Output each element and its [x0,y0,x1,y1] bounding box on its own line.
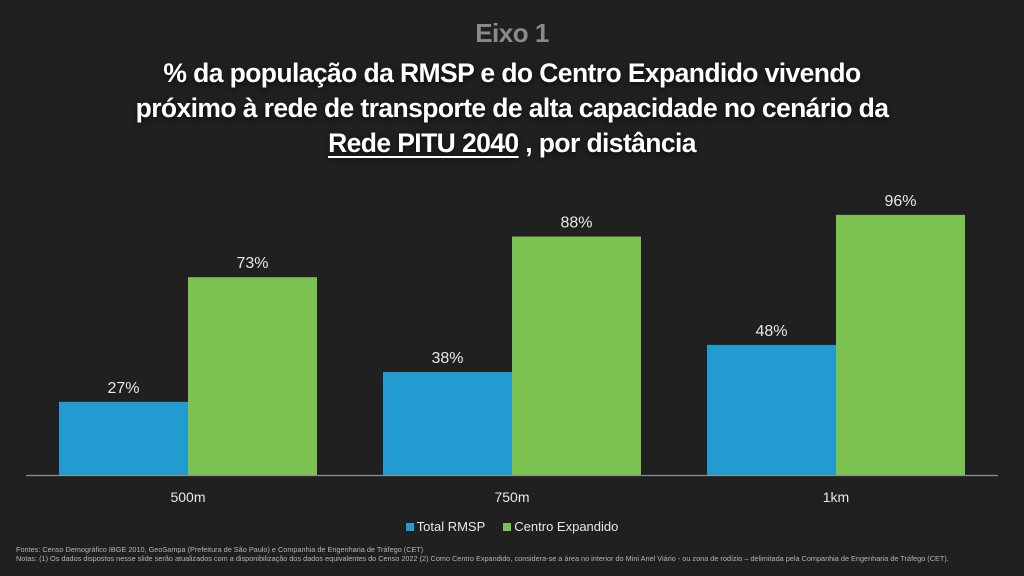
section-eyebrow: Eixo 1 [475,18,549,48]
page-title: % da população da RMSP e do Centro Expan… [40,56,984,161]
bar-total-rmsp-500m [59,401,188,475]
data-label-total-rmsp-750m: 38% [431,350,463,367]
x-tick-label-1km: 1km [823,489,849,505]
legend-swatch-total-rmsp [405,522,414,531]
bar-centro-expandido-750m [512,236,641,475]
footnote-sources: Fontes: Censo Demográfico IBGE 2010, Geo… [16,545,424,554]
bar-centro-expandido-500m [188,277,317,475]
footnote-notes: Notas: (1) Os dados dispostos nesse slid… [16,554,949,563]
legend-item-total-rmsp: Total RMSP [405,519,486,534]
bar-total-rmsp-1km [707,344,836,475]
data-label-centro-expandido-1km: 96% [884,193,916,210]
legend-swatch-centro-expandido [503,522,512,531]
title-line-3: Rede PITU 2040 , por distância [40,126,984,161]
legend-label-centro-expandido: Centro Expandido [514,519,619,534]
title-line-3-rest: , por distância [518,128,696,158]
footnote: Fontes: Censo Demográfico IBGE 2010, Geo… [16,545,1016,563]
data-label-centro-expandido-500m: 73% [236,255,268,272]
bar-chart: 27% 73% 500m 38% 88% 750m 48% 96% 1km [26,193,998,505]
title-line-2: próximo à rede de transporte de alta cap… [135,93,889,123]
bar-total-rmsp-750m [383,372,512,475]
legend-item-centro-expandido: Centro Expandido [503,519,618,534]
title-underlined-network: Rede PITU 2040 [328,128,519,158]
data-label-total-rmsp-500m: 27% [107,380,139,397]
legend-label-total-rmsp: Total RMSP [416,519,486,534]
bar-centro-expandido-1km [836,214,965,475]
data-label-total-rmsp-1km: 48% [755,323,787,340]
x-tick-label-750m: 750m [494,489,529,505]
chart-legend: Total RMSP Centro Expandido [0,519,1024,534]
data-label-centro-expandido-750m: 88% [560,215,592,232]
title-line-1: % da população da RMSP e do Centro Expan… [163,58,861,88]
x-tick-label-500m: 500m [170,489,205,505]
